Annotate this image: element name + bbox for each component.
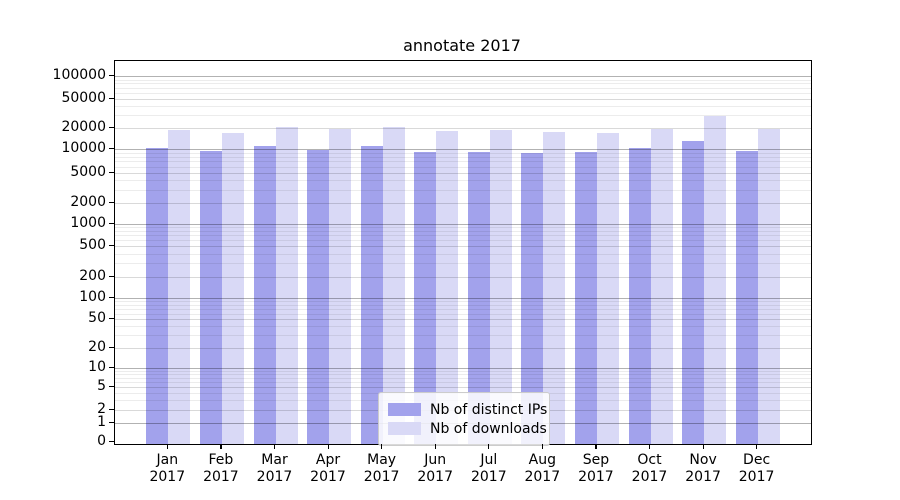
legend-swatch-distinct-ips <box>388 403 421 416</box>
y-tick-mark <box>109 171 114 173</box>
x-tick-mark <box>166 444 168 449</box>
legend: Nb of distinct IPs Nb of downloads <box>378 392 550 446</box>
bar-oct-downloads <box>650 128 673 444</box>
x-tick-mark <box>649 444 651 449</box>
y-tick-label: 10000 <box>61 140 106 156</box>
x-tick-mark <box>434 444 436 449</box>
bar-nov-distinct-ips <box>682 141 705 444</box>
bar-apr-downloads <box>329 129 351 444</box>
y-tick-mark <box>109 147 114 149</box>
legend-label-distinct-ips: Nb of distinct IPs <box>430 401 548 418</box>
x-tick-mark <box>541 444 543 449</box>
y-tick-label: 20000 <box>61 119 106 135</box>
y-tick-mark <box>109 385 114 387</box>
y-tick-mark <box>109 126 114 128</box>
x-tick-label-apr: Apr 2017 <box>310 452 346 485</box>
y-tick-label: 10 <box>88 359 106 375</box>
y-tick-label: 5000 <box>70 164 106 180</box>
y-tick-mark <box>109 346 114 348</box>
x-tick-mark <box>327 444 329 449</box>
y-tick-mark <box>109 201 114 203</box>
y-tick-mark <box>109 296 114 298</box>
x-tick-mark <box>220 444 222 449</box>
y-tick-mark <box>109 317 114 319</box>
bar-mar-downloads <box>275 126 298 444</box>
x-tick-mark <box>702 444 704 449</box>
plot-area: Nb of distinct IPs Nb of downloads <box>114 60 812 446</box>
x-tick-mark <box>756 444 758 449</box>
y-tick-label: 50000 <box>61 90 106 106</box>
x-tick-label-jul: Jul 2017 <box>470 452 507 485</box>
y-tick-label: 1000 <box>70 215 106 231</box>
x-tick-label-dec: Dec 2017 <box>738 452 775 485</box>
x-tick-label-may: May 2017 <box>363 452 400 485</box>
bar-may-downloads <box>382 126 405 444</box>
bars-layer <box>115 61 811 444</box>
bar-jun-downloads <box>436 131 459 444</box>
bar-dec-distinct-ips <box>735 150 758 444</box>
x-tick-label-jun: Jun 2017 <box>417 452 453 485</box>
x-tick-label-nov: Nov 2017 <box>685 452 721 485</box>
bar-sep-distinct-ips <box>574 152 597 444</box>
x-tick-mark <box>274 444 276 449</box>
bar-mar-distinct-ips <box>253 146 276 444</box>
y-tick-mark <box>109 74 114 76</box>
legend-row-distinct-ips: Nb of distinct IPs <box>388 400 547 419</box>
bar-oct-distinct-ips <box>628 148 651 444</box>
bar-sep-downloads <box>596 132 619 444</box>
y-tick-label: 50 <box>88 310 106 326</box>
bar-jan-distinct-ips <box>146 147 169 444</box>
y-tick-label: 5 <box>97 378 106 394</box>
bar-apr-distinct-ips <box>307 150 329 444</box>
y-tick-label: 0 <box>97 433 106 449</box>
legend-row-downloads: Nb of downloads <box>388 419 547 438</box>
bar-nov-downloads <box>704 116 727 444</box>
y-tick-mark <box>109 421 114 423</box>
x-tick-label-feb: Feb 2017 <box>203 452 239 485</box>
x-tick-mark <box>488 444 490 449</box>
bar-may-distinct-ips <box>360 146 383 444</box>
x-tick-label-sep: Sep 2017 <box>578 452 614 485</box>
x-tick-mark <box>381 444 383 449</box>
x-tick-label-jan: Jan 2017 <box>149 452 186 485</box>
y-tick-label: 100000 <box>52 67 106 83</box>
x-tick-label-aug: Aug 2017 <box>524 452 561 485</box>
bar-jan-downloads <box>168 129 191 444</box>
y-tick-mark <box>109 222 114 224</box>
x-tick-label-oct: Oct 2017 <box>631 452 668 485</box>
y-tick-label: 1 <box>97 414 106 430</box>
chart-title: annotate 2017 <box>403 36 521 55</box>
y-tick-mark <box>109 440 114 442</box>
y-tick-label: 200 <box>79 268 106 284</box>
y-tick-mark <box>109 244 114 246</box>
y-tick-label: 100 <box>79 289 106 305</box>
legend-swatch-downloads <box>388 422 421 435</box>
bar-aug-downloads <box>543 132 566 444</box>
y-tick-label: 2 <box>97 401 106 417</box>
bar-dec-downloads <box>757 129 780 444</box>
bar-feb-downloads <box>221 132 244 444</box>
y-tick-mark <box>109 366 114 368</box>
x-tick-mark <box>595 444 597 449</box>
x-tick-label-mar: Mar 2017 <box>256 452 293 485</box>
y-tick-label: 500 <box>79 237 106 253</box>
y-tick-label: 20 <box>88 339 106 355</box>
y-tick-mark <box>109 97 114 99</box>
bar-jul-downloads <box>489 129 512 444</box>
y-tick-label: 2000 <box>70 194 106 210</box>
y-tick-mark <box>109 275 114 277</box>
legend-label-downloads: Nb of downloads <box>430 420 547 437</box>
y-tick-mark <box>109 408 114 410</box>
bar-feb-distinct-ips <box>199 151 222 444</box>
